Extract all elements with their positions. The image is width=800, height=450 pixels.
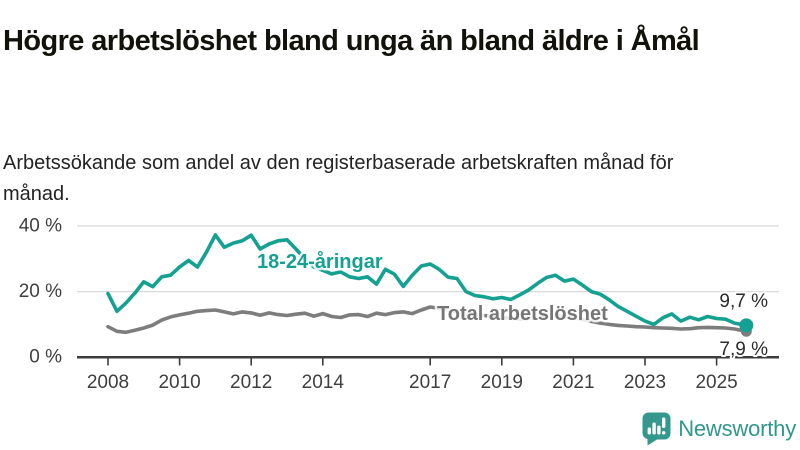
series-label-total: Total arbetslöshet — [437, 303, 608, 325]
series-label-youth: 18-24-åringar — [257, 250, 383, 273]
newsworthy-logo: Newsworthy — [642, 411, 796, 447]
total-unemployment-line — [106, 305, 749, 335]
chart-plot-area: 40 % 20 % 0 % 2008 2010 2012 2014 2017 2019 2021 2… — [19, 216, 779, 393]
youth-unemployment-line — [106, 233, 749, 328]
x-axis-tick-label: 2019 — [481, 372, 523, 393]
x-axis-tick-label: 2025 — [695, 372, 737, 393]
y-axis-tick-label: 0 % — [29, 347, 62, 368]
page-title: Högre arbetslöshet bland unga än bland ä… — [3, 25, 700, 58]
youth-end-dot — [739, 318, 754, 333]
x-axis-tick-label: 2008 — [87, 372, 129, 393]
x-axis-tick-label: 2012 — [230, 372, 272, 393]
x-axis-tick-label: 2023 — [624, 372, 666, 393]
newsworthy-bubble-chart-icon — [642, 412, 671, 446]
x-axis-tick-label: 2010 — [158, 372, 200, 393]
x-axis-tick-label: 2017 — [409, 372, 451, 393]
x-axis-tick-label: 2021 — [552, 372, 594, 393]
end-value-label-youth: 9,7 % — [719, 291, 768, 312]
end-value-label-total: 7,9 % — [719, 339, 768, 360]
y-axis-tick-label: 40 % — [19, 216, 62, 237]
newsworthy-wordmark: Newsworthy — [678, 416, 796, 441]
chart-subtitle: Arbetssökande som andel av den registerb… — [3, 152, 674, 205]
x-axis-tick-label: 2014 — [302, 372, 345, 393]
y-axis-tick-label: 20 % — [19, 281, 62, 302]
